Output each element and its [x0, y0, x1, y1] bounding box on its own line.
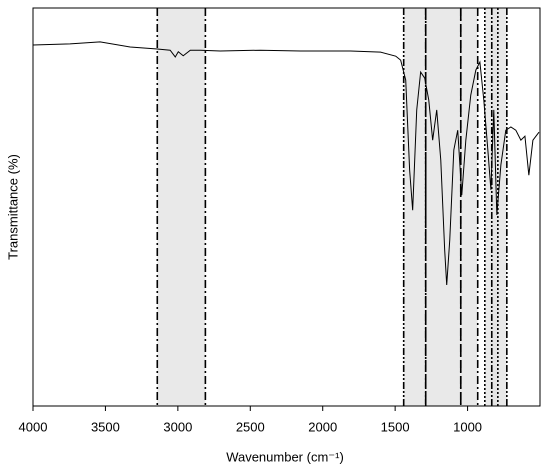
x-tick-label: 2500	[236, 419, 265, 434]
x-tick-label: 4000	[19, 419, 48, 434]
plot-frame	[32, 7, 541, 407]
x-tick-label: 3500	[91, 419, 120, 434]
x-tick-label: 1500	[381, 419, 410, 434]
y-axis-label: Transmittance (%)	[5, 154, 20, 260]
x-axis-label: Wavenumber (cm⁻¹)	[226, 449, 344, 464]
spectrum-line	[32, 41, 540, 286]
shaded-region	[491, 8, 507, 406]
x-tick-label: 2000	[308, 419, 337, 434]
x-tick-label: 1000	[453, 419, 482, 434]
shaded-region	[403, 8, 426, 406]
x-tick-label: 3000	[163, 419, 192, 434]
shaded-region	[157, 8, 206, 406]
shaded-region	[460, 8, 478, 406]
